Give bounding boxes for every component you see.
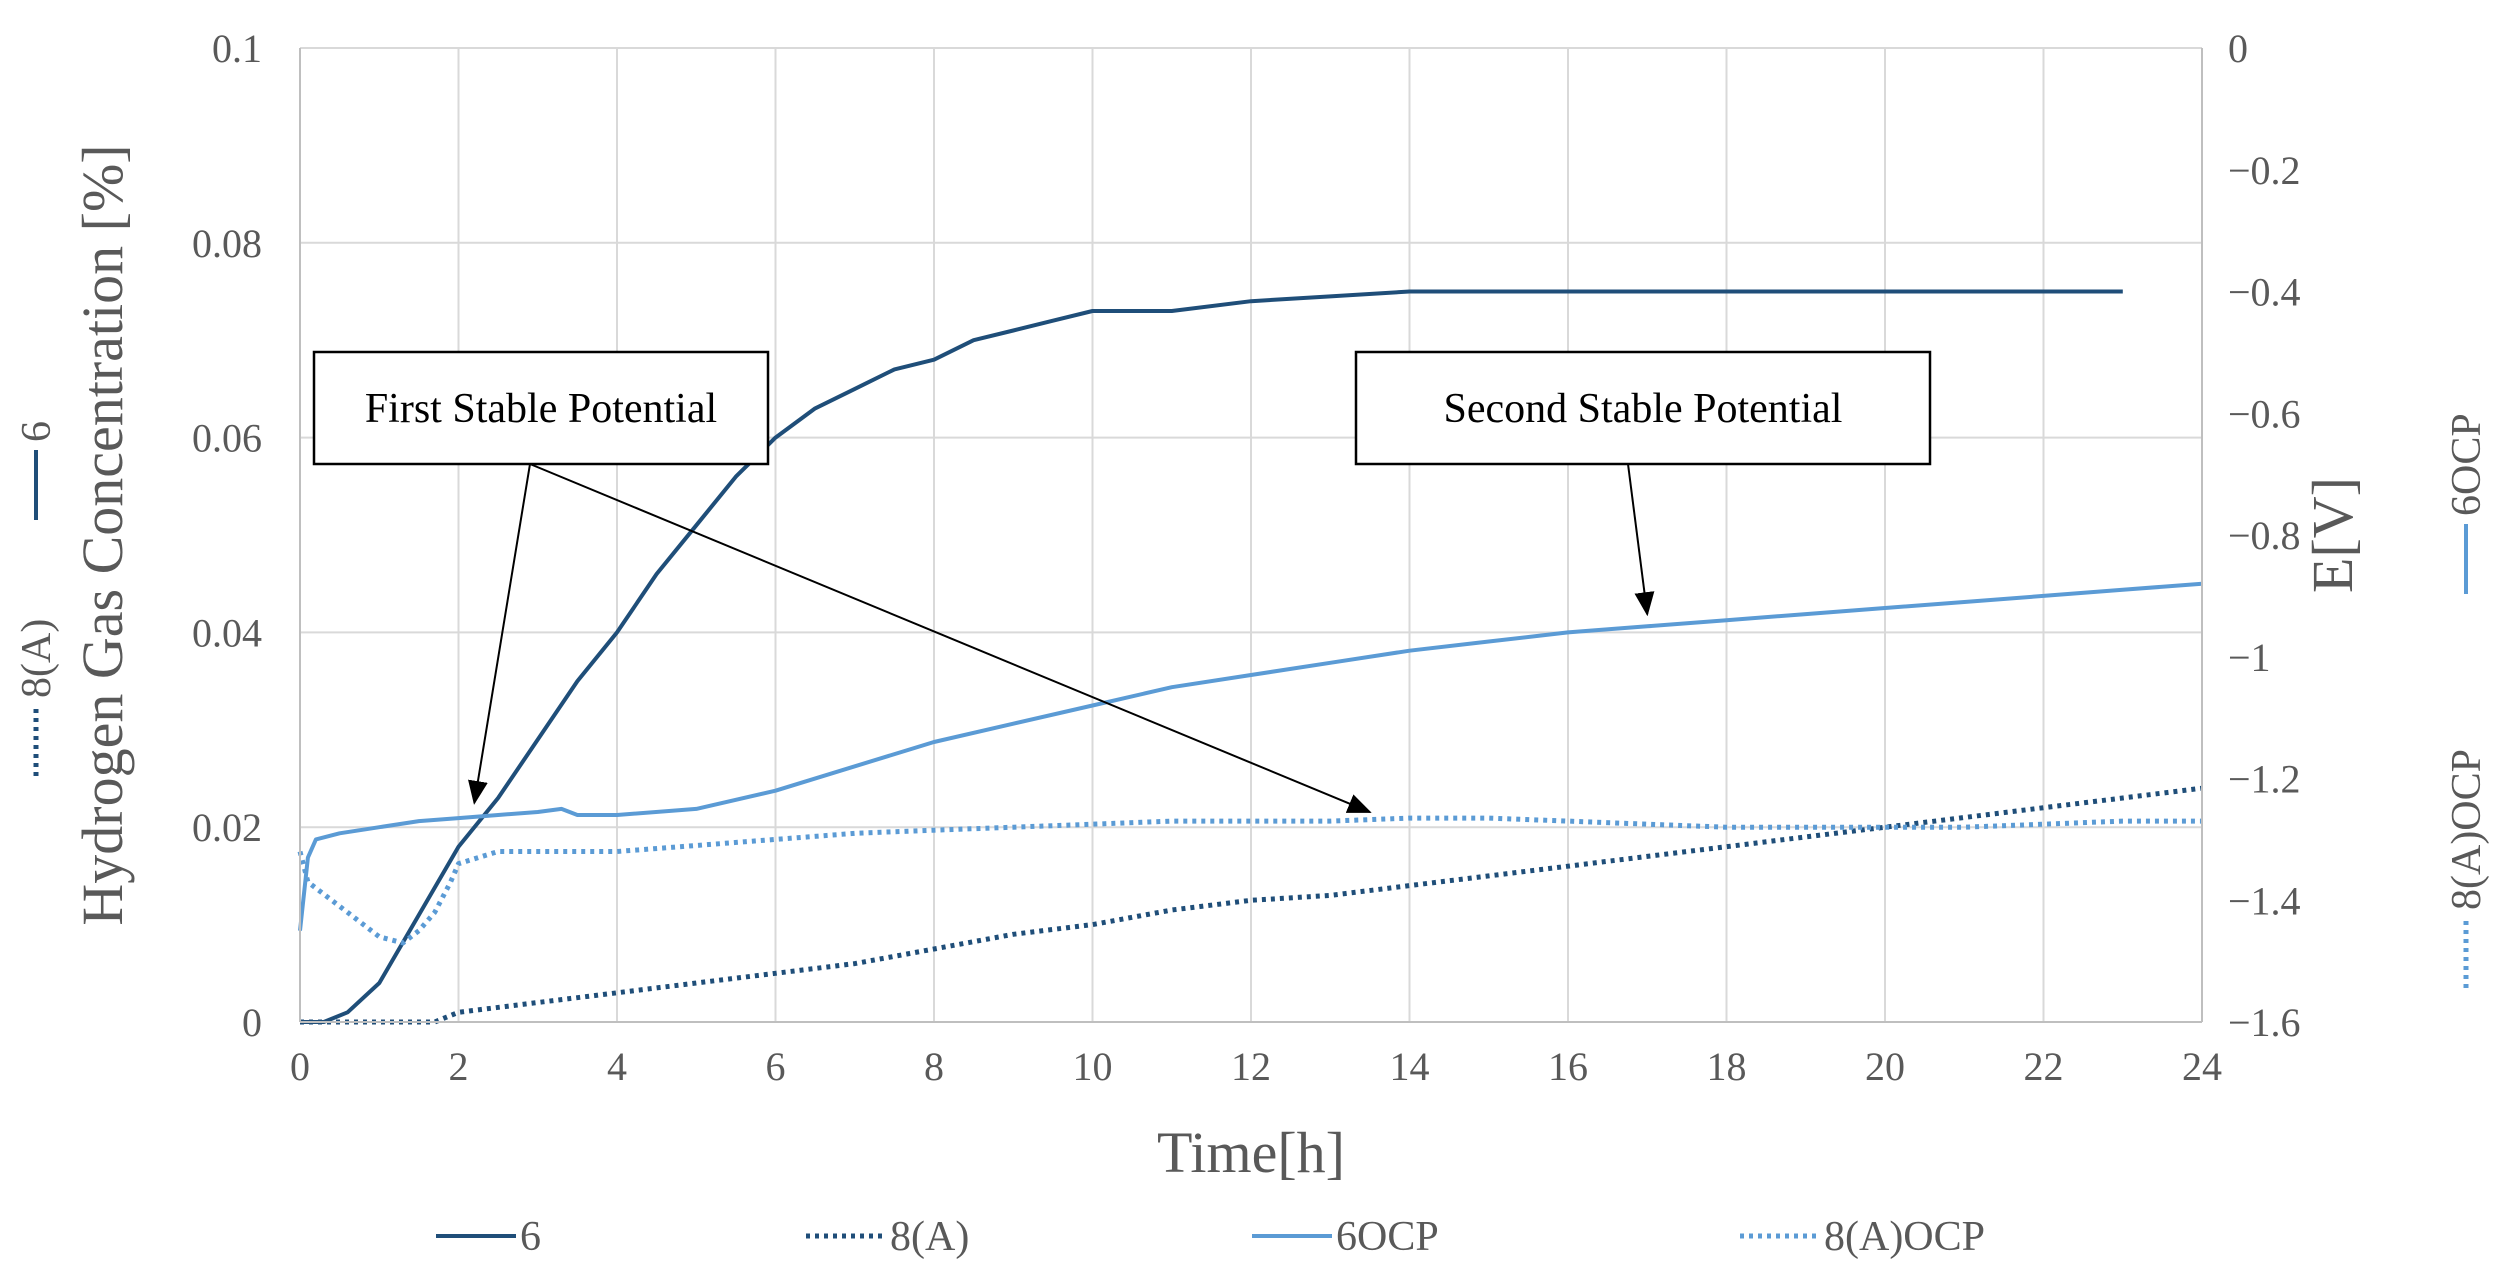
- series-line-6: [300, 289, 2123, 1024]
- x-tick-label-2: 4: [607, 1044, 627, 1089]
- right-tick-label-3: −1: [2228, 635, 2271, 680]
- legend-label-2: 6OCP: [1336, 1214, 1439, 1260]
- x-tick-label-12: 24: [2182, 1044, 2222, 1089]
- callout-box-0: [312, 350, 770, 466]
- x-tick-label-9: 18: [1707, 1044, 1747, 1089]
- callout-arrow-0-0: [468, 463, 531, 805]
- right-tick-label-1: −1.4: [2228, 878, 2301, 923]
- series-line-8a: [300, 785, 2203, 1025]
- legend-label-3: 8(A)OCP: [1824, 1214, 1985, 1260]
- left-y-axis-title: Hydrogen Gas Concentration [%]: [70, 144, 135, 925]
- callout-label-0: First Stable Potential: [365, 386, 717, 432]
- x-axis-title: Time[h]: [1157, 1120, 1345, 1185]
- legend-label-0: 6: [520, 1214, 541, 1260]
- side-legend-right-3: 8(A)OCP: [2444, 749, 2490, 988]
- side-legend-left-label-1: 8(A): [14, 619, 60, 698]
- left-tick-label-1: 0.02: [192, 805, 262, 850]
- x-tick-label-6: 12: [1231, 1044, 1271, 1089]
- series-line-6ocp: [298, 581, 2203, 931]
- side-legend-left-label-0: 6: [14, 421, 60, 442]
- callout-box-1: [1354, 350, 1932, 466]
- callout-arrow-1-0: [1627, 463, 1655, 617]
- x-tick-label-3: 6: [766, 1044, 786, 1089]
- x-tick-label-5: 10: [1073, 1044, 1113, 1089]
- callout-arrow-0-1: [529, 463, 1372, 813]
- x-tick-label-4: 8: [924, 1044, 944, 1089]
- left-tick-label-5: 0.1: [212, 26, 262, 71]
- right-tick-label-0: −1.6: [2228, 1000, 2301, 1045]
- x-tick-label-7: 14: [1390, 1044, 1430, 1089]
- right-tick-label-5: −0.6: [2228, 391, 2301, 436]
- left-tick-label-3: 0.06: [192, 416, 262, 461]
- right-tick-label-4: −0.8: [2228, 513, 2301, 558]
- x-tick-label-11: 22: [2024, 1044, 2064, 1089]
- x-tick-label-8: 16: [1548, 1044, 1588, 1089]
- callout-label-1: Second Stable Potential: [1444, 386, 1843, 432]
- side-legend-right-label-2: 6OCP: [2444, 413, 2490, 516]
- left-tick-label-2: 0.04: [192, 610, 262, 655]
- x-tick-label-10: 20: [1865, 1044, 1905, 1089]
- right-tick-label-6: −0.4: [2228, 270, 2301, 315]
- right-tick-label-8: 0: [2228, 26, 2248, 71]
- side-legend-left-1: 8(A): [14, 619, 60, 776]
- left-tick-label-0: 0: [242, 1000, 262, 1045]
- right-tick-label-2: −1.2: [2228, 757, 2301, 802]
- side-legend-right-2: 6OCP: [2444, 413, 2490, 594]
- right-tick-label-7: −0.2: [2228, 148, 2301, 193]
- side-legend-right-label-3: 8(A)OCP: [2444, 749, 2490, 910]
- x-tick-label-0: 0: [290, 1044, 310, 1089]
- side-legend-left-0: 6: [14, 421, 60, 520]
- x-tick-label-1: 2: [449, 1044, 469, 1089]
- series-line-8aocp: [297, 815, 2202, 946]
- left-tick-label-4: 0.08: [192, 221, 262, 266]
- legend-label-1: 8(A): [890, 1214, 969, 1260]
- right-y-axis-title: E[V]: [2300, 477, 2365, 593]
